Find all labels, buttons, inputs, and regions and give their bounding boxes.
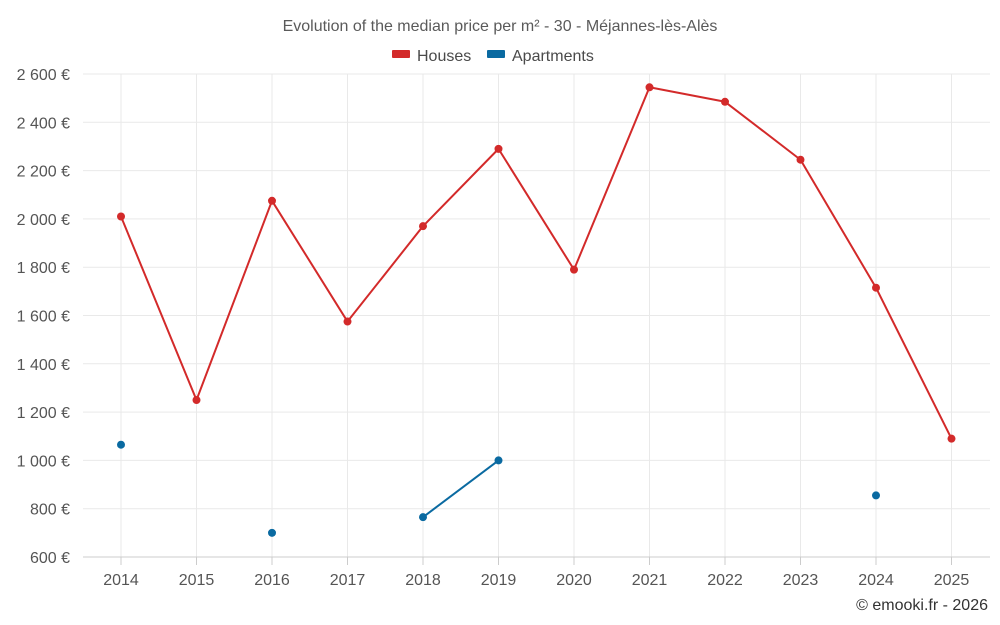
- data-point-houses[interactable]: [947, 434, 956, 443]
- x-tick-label: 2025: [934, 572, 970, 589]
- y-tick-label: 2 600 €: [17, 67, 70, 84]
- x-tick-label: 2015: [179, 572, 215, 589]
- series-houses: [117, 83, 956, 443]
- y-axis: 600 € 800 € 1 000 € 1 200 € 1 400 € 1 600 € 1 …: [17, 67, 70, 567]
- data-point-houses[interactable]: [343, 317, 352, 326]
- x-tick-label: 2020: [556, 572, 592, 589]
- x-tick-label: 2023: [783, 572, 819, 589]
- series-layer: [117, 83, 956, 537]
- series-apartments: [117, 440, 880, 537]
- y-tick-label: 2 400 €: [17, 115, 70, 132]
- x-tick-label: 2016: [254, 572, 290, 589]
- data-point-houses[interactable]: [494, 144, 503, 153]
- y-tick-label: 1 200 €: [17, 405, 70, 422]
- y-tick-label: 1 600 €: [17, 309, 70, 326]
- credit-text: © emooki.fr - 2026: [856, 597, 988, 614]
- y-tick-label: 800 €: [30, 502, 70, 519]
- data-point-houses[interactable]: [117, 212, 125, 221]
- data-point-apartments[interactable]: [494, 456, 503, 465]
- data-point-apartments[interactable]: [419, 513, 427, 522]
- legend-item-apartments[interactable]: Apartments: [487, 48, 594, 65]
- data-point-apartments[interactable]: [872, 491, 880, 500]
- y-tick-label: 2 000 €: [17, 212, 70, 229]
- x-tick-label: 2018: [405, 572, 441, 589]
- gridlines: [83, 73, 990, 558]
- y-tick-label: 1 000 €: [17, 453, 70, 470]
- data-point-houses[interactable]: [419, 222, 427, 231]
- data-point-houses[interactable]: [268, 196, 276, 205]
- y-tick-label: 600 €: [30, 550, 70, 567]
- legend: Houses Apartments: [392, 48, 594, 65]
- legend-swatch-houses: [392, 50, 410, 58]
- x-axis: 2014 2015 2016 2017 2018 2019 2020 2021 2022 2023…: [83, 556, 990, 589]
- legend-swatch-apartments: [487, 50, 505, 58]
- y-tick-label: 2 200 €: [17, 164, 70, 181]
- y-tick-label: 1 800 €: [17, 260, 70, 277]
- data-point-houses[interactable]: [796, 155, 805, 164]
- legend-label-houses: Houses: [417, 48, 471, 65]
- series-line-apartments: [422, 459, 500, 518]
- legend-label-apartments: Apartments: [512, 48, 594, 65]
- x-tick-label: 2022: [707, 572, 743, 589]
- data-point-apartments[interactable]: [268, 528, 276, 537]
- data-point-apartments[interactable]: [117, 440, 125, 449]
- x-tick-label: 2024: [858, 572, 894, 589]
- x-tick-label: 2014: [103, 572, 139, 589]
- series-line-houses: [120, 86, 953, 440]
- legend-item-houses[interactable]: Houses: [392, 48, 471, 65]
- data-point-houses[interactable]: [570, 265, 578, 274]
- data-point-houses[interactable]: [721, 97, 729, 106]
- data-point-houses[interactable]: [192, 396, 201, 405]
- y-tick-label: 1 400 €: [17, 357, 70, 374]
- x-tick-label: 2017: [330, 572, 366, 589]
- chart-title: Evolution of the median price per m² - 3…: [283, 18, 718, 35]
- x-tick-label: 2021: [632, 572, 668, 589]
- data-point-houses[interactable]: [645, 83, 654, 92]
- data-point-houses[interactable]: [872, 283, 880, 292]
- x-tick-label: 2019: [481, 572, 517, 589]
